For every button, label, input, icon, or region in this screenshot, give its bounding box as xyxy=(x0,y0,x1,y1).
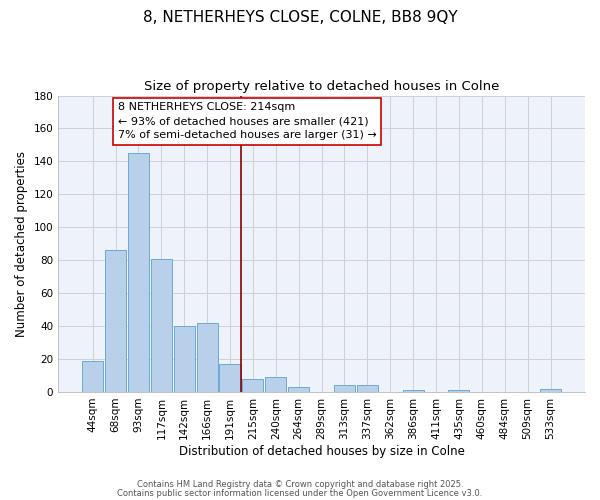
Y-axis label: Number of detached properties: Number of detached properties xyxy=(15,151,28,337)
Bar xyxy=(448,390,469,392)
Bar xyxy=(151,258,172,392)
Title: Size of property relative to detached houses in Colne: Size of property relative to detached ho… xyxy=(144,80,499,93)
Bar xyxy=(82,360,103,392)
Bar xyxy=(540,388,561,392)
Bar xyxy=(357,386,378,392)
Bar xyxy=(242,379,263,392)
Text: Contains public sector information licensed under the Open Government Licence v3: Contains public sector information licen… xyxy=(118,489,482,498)
Bar xyxy=(197,323,218,392)
Text: Contains HM Land Registry data © Crown copyright and database right 2025.: Contains HM Land Registry data © Crown c… xyxy=(137,480,463,489)
Bar xyxy=(173,326,195,392)
Bar xyxy=(403,390,424,392)
Bar xyxy=(288,387,309,392)
Bar xyxy=(105,250,126,392)
X-axis label: Distribution of detached houses by size in Colne: Distribution of detached houses by size … xyxy=(179,444,464,458)
Bar xyxy=(334,386,355,392)
Bar xyxy=(265,377,286,392)
Text: 8, NETHERHEYS CLOSE, COLNE, BB8 9QY: 8, NETHERHEYS CLOSE, COLNE, BB8 9QY xyxy=(143,10,457,25)
Bar xyxy=(128,153,149,392)
Bar xyxy=(220,364,241,392)
Text: 8 NETHERHEYS CLOSE: 214sqm
← 93% of detached houses are smaller (421)
7% of semi: 8 NETHERHEYS CLOSE: 214sqm ← 93% of deta… xyxy=(118,102,377,140)
